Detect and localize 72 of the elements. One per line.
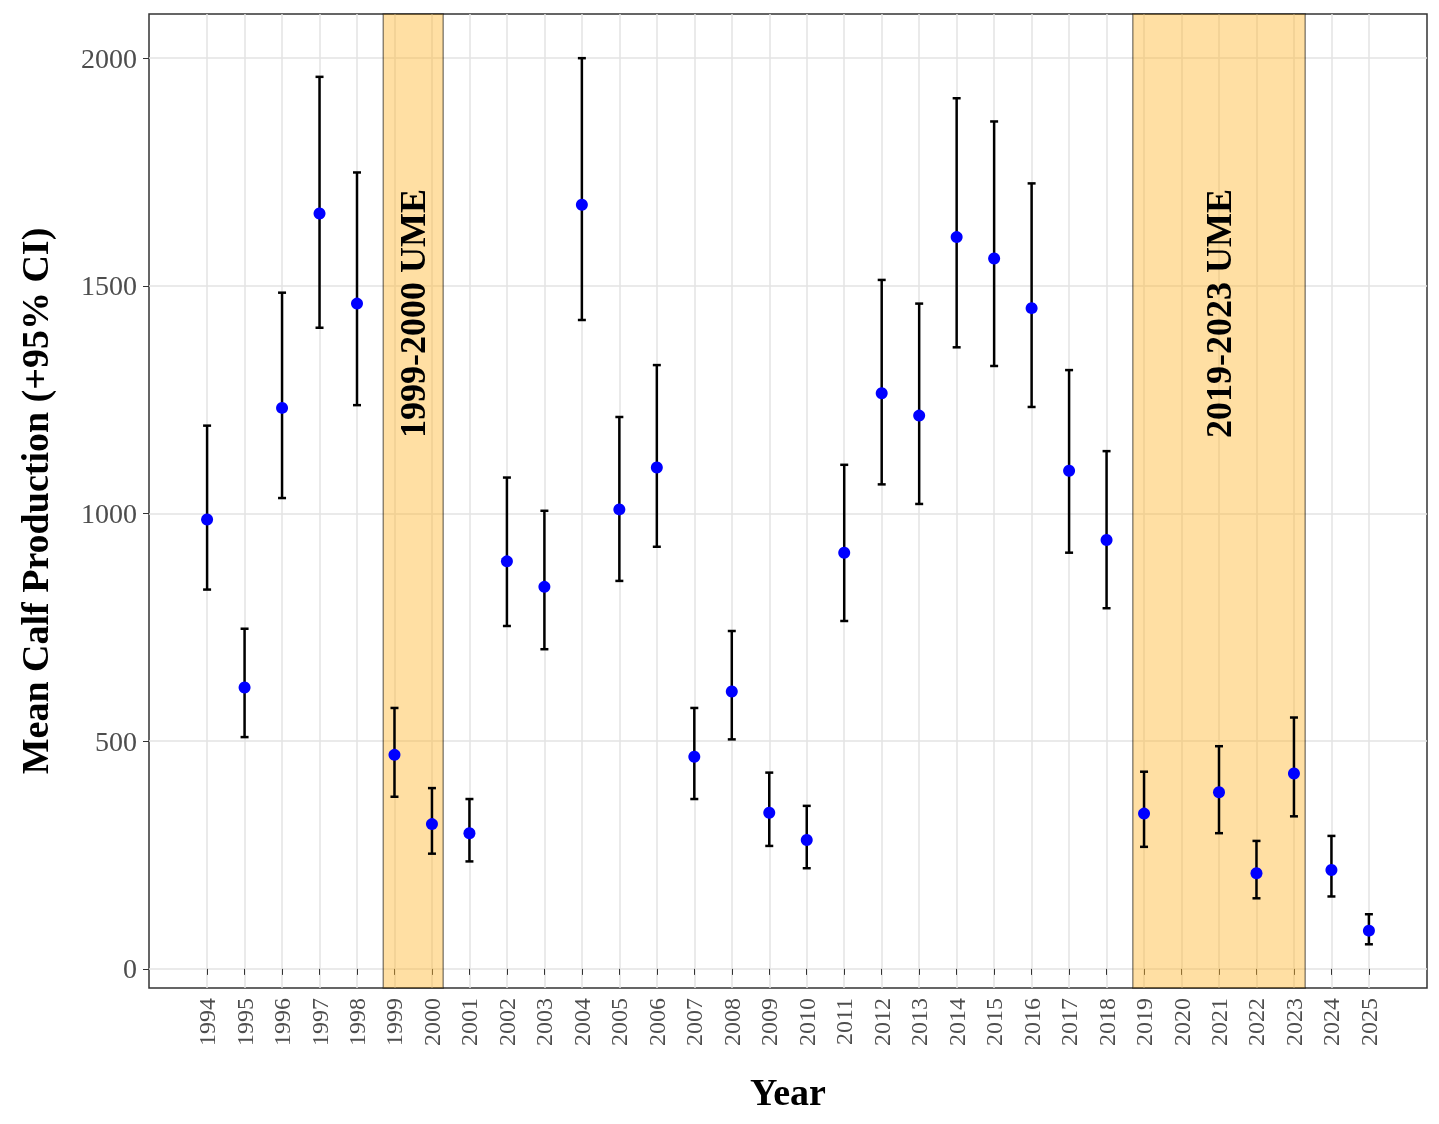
point: [500, 555, 513, 568]
x-tick-label: 2017: [1056, 998, 1083, 1046]
point: [538, 580, 551, 593]
point: [763, 806, 776, 819]
point: [1100, 533, 1113, 546]
point: [1250, 867, 1263, 880]
point: [313, 207, 326, 220]
x-tick-label: 2004: [568, 998, 595, 1046]
x-tick-label: 2001: [456, 998, 483, 1046]
point: [1213, 786, 1225, 799]
point: [425, 818, 438, 831]
x-tick-label: 1996: [269, 998, 296, 1046]
x-tick-label: 2005: [606, 998, 633, 1046]
point: [276, 401, 289, 414]
x-tick-label: 2025: [1355, 998, 1382, 1046]
x-axis-title: Year: [750, 1071, 827, 1113]
x-tick-label: 2013: [906, 998, 933, 1046]
x-tick-label: 2009: [756, 998, 783, 1046]
point: [201, 513, 214, 526]
point: [388, 748, 401, 761]
x-tick-label: 2023: [1280, 998, 1307, 1046]
x-tick-label: 2020: [1168, 998, 1195, 1046]
x-tick-label: 2002: [493, 998, 520, 1046]
band-label: 1999-2000 UME: [393, 189, 434, 438]
x-tick-label: 2010: [793, 998, 820, 1046]
x-tick-label: 2012: [868, 998, 895, 1046]
point: [613, 503, 626, 516]
point: [1325, 864, 1338, 877]
point: [988, 252, 1001, 265]
point: [1138, 807, 1151, 820]
x-tick-label: 1995: [231, 998, 258, 1046]
y-tick-label: 1500: [81, 270, 137, 302]
point: [238, 681, 251, 694]
y-tick-label: 2000: [81, 42, 137, 74]
x-tick-label: 2003: [531, 998, 558, 1046]
x-tick-label: 2018: [1093, 998, 1120, 1046]
x-tick-label: 2008: [718, 998, 745, 1046]
x-tick-label: 2011: [831, 998, 858, 1046]
y-tick-label: 1000: [81, 498, 137, 530]
point: [1063, 464, 1076, 477]
point: [913, 409, 926, 422]
x-tick-label: 2014: [943, 998, 970, 1046]
point: [650, 461, 663, 474]
y-tick-label: 500: [95, 725, 137, 757]
point: [875, 387, 888, 400]
band-label: 2019-2023 UME: [1199, 189, 1239, 438]
point: [688, 750, 701, 763]
x-tick-label: 2016: [1018, 998, 1045, 1046]
point: [838, 546, 851, 559]
point: [800, 834, 813, 847]
y-tick-label: 0: [123, 953, 137, 985]
x-tick-label: 2006: [643, 998, 670, 1046]
x-tick-label: 2024: [1318, 998, 1345, 1046]
point: [575, 198, 588, 211]
point: [1362, 924, 1375, 937]
x-tick-label: 2007: [681, 998, 708, 1046]
x-tick-label: 2021: [1206, 998, 1232, 1046]
x-tick-label: 2000: [418, 998, 445, 1046]
x-tick-label: 2022: [1243, 998, 1270, 1046]
point: [463, 827, 476, 840]
x-tick-label: 1997: [306, 998, 333, 1046]
point: [351, 297, 363, 310]
point: [725, 685, 738, 698]
x-tick-label: 1994: [194, 998, 221, 1046]
point: [950, 231, 963, 244]
x-tick-label: 2019: [1131, 998, 1158, 1046]
x-tick-label: 1998: [344, 998, 370, 1046]
point: [1025, 302, 1038, 315]
y-axis-title: Mean Calf Production (+95% CI): [14, 227, 57, 775]
x-tick-label: 1999: [381, 998, 408, 1046]
x-tick-label: 2015: [981, 998, 1008, 1046]
point: [1287, 767, 1300, 780]
